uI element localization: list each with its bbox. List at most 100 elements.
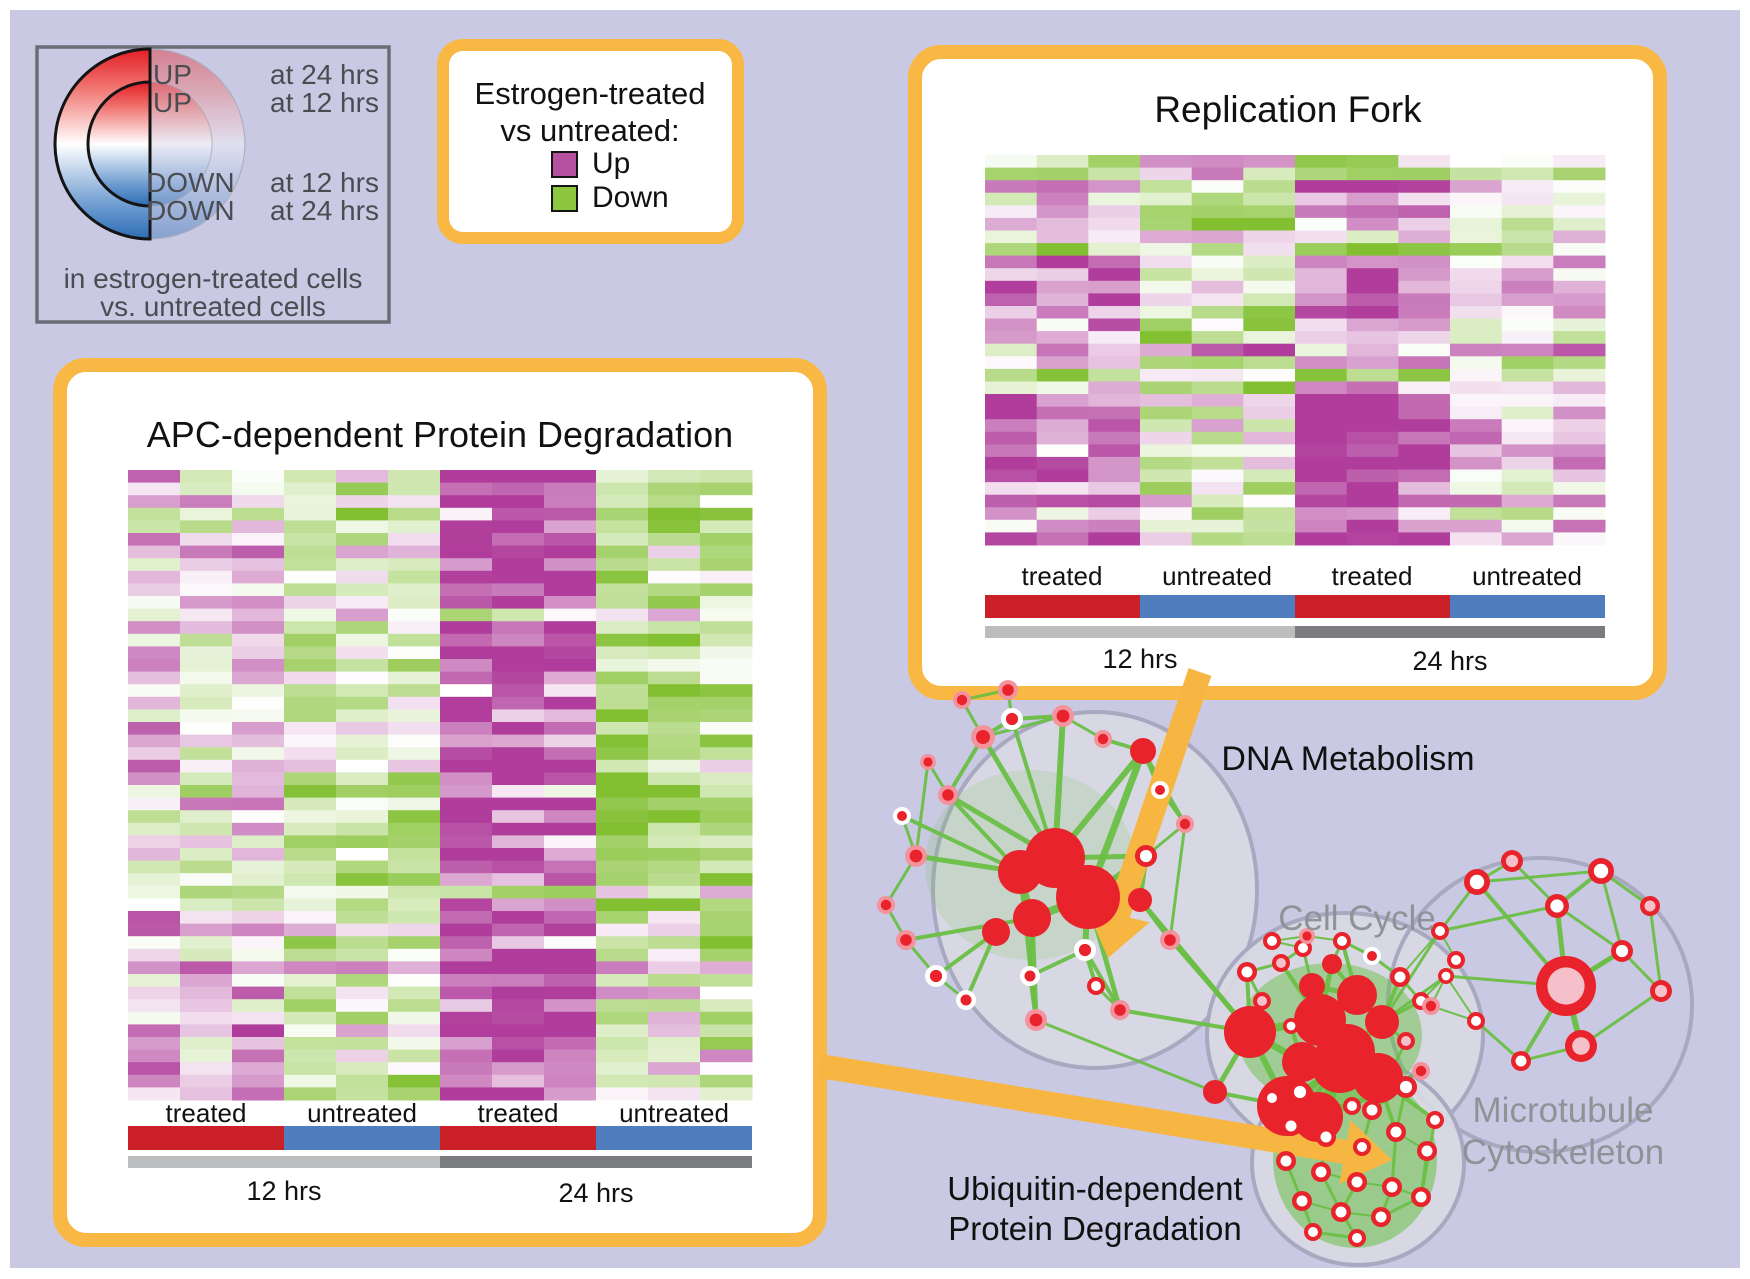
heatmap-cell — [1450, 205, 1503, 219]
heatmap-cell — [128, 1037, 181, 1051]
heatmap-cell — [336, 709, 389, 723]
heatmap-cell — [1398, 205, 1451, 219]
network-node-center — [960, 994, 972, 1006]
heatmap-cell — [1295, 331, 1348, 345]
heatmap-cell — [492, 596, 545, 610]
heatmap-cell — [1398, 343, 1451, 357]
heatmap-cell — [492, 734, 545, 748]
heatmap-cell — [1088, 532, 1141, 546]
heatmap-cell — [232, 1062, 285, 1076]
heatmap-cell — [440, 898, 493, 912]
heatmap-cell — [700, 722, 753, 736]
heatmap-cell — [1243, 482, 1296, 496]
heatmap-cell — [180, 646, 233, 660]
heatmap-cell — [1501, 482, 1554, 496]
heatmap-cell — [985, 331, 1038, 345]
heatmap-cell — [1243, 469, 1296, 483]
heatmap-cell — [128, 986, 181, 1000]
heatmap-cell — [1191, 368, 1244, 382]
heatmap-cell — [1501, 217, 1554, 231]
ring-legend-dir-3: DOWN — [146, 195, 235, 226]
heatmap-cell — [1191, 444, 1244, 458]
heatmap-cell — [440, 785, 493, 799]
heatmap-cell — [336, 671, 389, 685]
heatmap-cell — [1295, 180, 1348, 194]
network-edge — [1035, 1018, 1216, 1094]
heatmap-cell — [336, 860, 389, 874]
heatmap-cell — [1501, 532, 1554, 546]
heatmap-cell — [1243, 331, 1296, 345]
heatmap-cell — [492, 810, 545, 824]
heatmap-cell — [492, 671, 545, 685]
network-node — [1056, 865, 1120, 929]
heatmap-cell — [1191, 243, 1244, 257]
network-edge — [1439, 904, 1558, 933]
heatmap-cell — [492, 709, 545, 723]
heatmap-cell — [1398, 255, 1451, 269]
heatmap-cell — [1088, 255, 1141, 269]
heatmap-cell — [180, 734, 233, 748]
heatmap-cell — [700, 633, 753, 647]
heatmap-cell — [388, 470, 441, 484]
heatmap-cell — [1295, 318, 1348, 332]
heatmap-cell — [232, 848, 285, 862]
heatmap-cell — [284, 999, 337, 1013]
heatmap-cell — [284, 570, 337, 584]
heatmap-cell — [1191, 306, 1244, 320]
heatmap-cell — [1501, 406, 1554, 420]
heatmap-cell — [700, 570, 753, 584]
microtubule-label-line1: Microtubule — [1473, 1091, 1654, 1130]
network-node-center — [1469, 874, 1485, 890]
heatmap-cell — [1243, 456, 1296, 470]
heatmap-cell — [1346, 192, 1399, 206]
heatmap-cell — [544, 822, 597, 836]
network-node-center — [1415, 1065, 1427, 1077]
heatmap-cell — [1553, 532, 1606, 546]
heatmap-cell — [1398, 494, 1451, 508]
heatmap-cell — [128, 961, 181, 975]
heatmap-cell — [1346, 419, 1399, 433]
heatmap-cell — [1088, 419, 1141, 433]
heatmap-cell — [1036, 532, 1089, 546]
heatmap-cell — [180, 608, 233, 622]
heatmap-cell — [544, 923, 597, 937]
network-node-center — [976, 730, 990, 744]
heatmap-cell — [492, 848, 545, 862]
heatmap-cell — [1036, 406, 1089, 420]
network-node-center — [1179, 818, 1191, 830]
heatmap-cell — [1036, 255, 1089, 269]
heatmap-cell — [180, 596, 233, 610]
heatmap-cell — [388, 583, 441, 597]
heatmap-cell — [1398, 381, 1451, 395]
network-node — [1128, 888, 1152, 912]
heatmap-cell — [1501, 469, 1554, 483]
heatmap-cell — [648, 1024, 701, 1038]
heatmap-cell — [1501, 255, 1554, 269]
heatmap-cell — [232, 1037, 285, 1051]
rf-time-label-24: 24 hrs — [1412, 646, 1487, 676]
heatmap-cell — [492, 1074, 545, 1088]
heatmap-cell — [596, 583, 649, 597]
heatmap-cell — [284, 948, 337, 962]
network-node-center — [1097, 733, 1109, 745]
heatmap-cell — [284, 696, 337, 710]
down-swatch-label: Down — [592, 181, 669, 214]
heatmap-cell — [1398, 230, 1451, 244]
heatmap-cell — [985, 268, 1038, 282]
time-bar-segment — [128, 1156, 440, 1168]
heatmap-cell — [336, 507, 389, 521]
heatmap-cell — [1553, 507, 1606, 521]
heatmap-cell — [1501, 192, 1554, 206]
heatmap-cell — [336, 911, 389, 925]
heatmap-cell — [1036, 444, 1089, 458]
heatmap-cell — [544, 1087, 597, 1101]
heatmap-cell — [1295, 519, 1348, 533]
heatmap-cell — [1140, 180, 1193, 194]
heatmap-cell — [180, 709, 233, 723]
network-node-center — [1029, 1013, 1043, 1027]
heatmap-cell — [1346, 318, 1399, 332]
replication-fork-title: Replication Fork — [1154, 89, 1422, 130]
network-node-center — [1451, 955, 1461, 965]
heatmap-cell — [1450, 343, 1503, 357]
heatmap-cell — [596, 822, 649, 836]
